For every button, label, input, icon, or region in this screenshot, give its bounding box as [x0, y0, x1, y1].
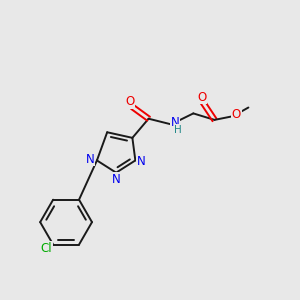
Text: N: N	[137, 155, 146, 168]
Text: H: H	[174, 125, 182, 135]
Text: N: N	[171, 116, 179, 129]
Text: O: O	[125, 95, 135, 108]
Text: N: N	[86, 153, 95, 166]
Text: O: O	[232, 108, 241, 121]
Text: Cl: Cl	[41, 242, 52, 255]
Text: O: O	[197, 91, 206, 104]
Text: N: N	[112, 172, 121, 186]
